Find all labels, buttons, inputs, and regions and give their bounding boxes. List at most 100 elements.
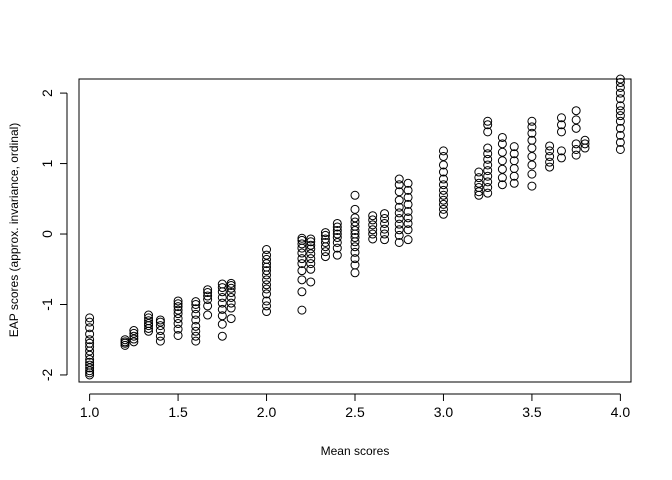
- data-point: [350, 233, 360, 243]
- data-point: [217, 304, 227, 314]
- data-point: [191, 315, 201, 325]
- data-point: [615, 101, 625, 111]
- data-point: [403, 192, 413, 202]
- data-point: [332, 243, 342, 253]
- data-point: [297, 248, 307, 258]
- data-point: [394, 174, 404, 184]
- data-point: [350, 260, 360, 270]
- data-point: [527, 169, 537, 179]
- data-point: [615, 106, 625, 116]
- data-point: [320, 247, 330, 257]
- data-point: [262, 301, 272, 311]
- x-tick-label: 3.0: [434, 404, 454, 420]
- data-point: [483, 183, 493, 193]
- data-point: [474, 178, 484, 188]
- data-point: [85, 342, 95, 352]
- data-point: [350, 217, 360, 227]
- data-point: [556, 146, 566, 156]
- data-point: [483, 171, 493, 181]
- y-tick-label: 0: [39, 230, 55, 238]
- data-point: [262, 275, 272, 285]
- data-point: [556, 120, 566, 130]
- data-point: [173, 319, 183, 329]
- data-point: [615, 137, 625, 147]
- data-point: [155, 315, 165, 325]
- data-point: [332, 218, 342, 228]
- data-point: [297, 266, 307, 276]
- data-point: [332, 250, 342, 260]
- data-point: [173, 330, 183, 340]
- data-point: [191, 336, 201, 346]
- data-point: [203, 288, 213, 298]
- data-point: [527, 135, 537, 145]
- data-point: [191, 309, 201, 319]
- x-axis: 1.0 1.5 2.0 2.5 3.0 3.5 4.0: [80, 393, 631, 420]
- data-point: [527, 128, 537, 138]
- data-point: [474, 173, 484, 183]
- data-point: [368, 229, 378, 239]
- data-point: [217, 292, 227, 302]
- data-points: [85, 74, 625, 380]
- data-point: [297, 239, 307, 249]
- data-point: [85, 338, 95, 348]
- data-point: [262, 245, 272, 255]
- data-point: [297, 233, 307, 243]
- x-tick-label: 4.0: [611, 404, 631, 420]
- data-point: [155, 321, 165, 331]
- data-point: [380, 218, 390, 228]
- data-point: [615, 78, 625, 88]
- data-point: [262, 250, 272, 260]
- data-point: [262, 266, 272, 276]
- data-point: [580, 135, 590, 145]
- data-point: [297, 275, 307, 285]
- data-point: [203, 310, 213, 320]
- data-point: [85, 370, 95, 380]
- data-point: [615, 88, 625, 98]
- data-point: [380, 224, 390, 234]
- y-tick-label: -1: [39, 298, 55, 311]
- data-point: [483, 160, 493, 170]
- data-point: [144, 316, 154, 326]
- data-point: [483, 116, 493, 126]
- data-point: [262, 296, 272, 306]
- data-point: [394, 230, 404, 240]
- data-point: [226, 314, 236, 324]
- data-point: [320, 230, 330, 240]
- data-point: [380, 214, 390, 224]
- data-point: [380, 229, 390, 239]
- data-point: [438, 180, 448, 190]
- data-point: [545, 141, 555, 151]
- data-point: [380, 209, 390, 219]
- data-point: [262, 280, 272, 290]
- data-point: [191, 321, 201, 331]
- data-point: [483, 177, 493, 187]
- data-point: [320, 234, 330, 244]
- data-point: [144, 310, 154, 320]
- data-point: [394, 180, 404, 190]
- y-tick-label: 1: [39, 159, 55, 167]
- y-tick-label: -2: [39, 369, 55, 382]
- data-point: [438, 199, 448, 209]
- data-point: [483, 188, 493, 198]
- data-point: [350, 242, 360, 252]
- data-point: [85, 357, 95, 367]
- data-point: [226, 280, 236, 290]
- data-point: [191, 299, 201, 309]
- data-point: [571, 123, 581, 133]
- data-point: [306, 259, 316, 269]
- data-point: [129, 331, 139, 341]
- data-point: [545, 157, 555, 167]
- data-point: [438, 185, 448, 195]
- data-point: [394, 208, 404, 218]
- data-point: [226, 288, 236, 298]
- data-point: [483, 154, 493, 164]
- x-tick-label: 1.5: [168, 404, 188, 420]
- data-point: [571, 115, 581, 125]
- data-point: [615, 144, 625, 154]
- data-point: [497, 156, 507, 166]
- data-point: [191, 331, 201, 341]
- data-point: [320, 228, 330, 238]
- data-point: [332, 226, 342, 235]
- data-point: [217, 279, 227, 289]
- data-point: [403, 235, 413, 245]
